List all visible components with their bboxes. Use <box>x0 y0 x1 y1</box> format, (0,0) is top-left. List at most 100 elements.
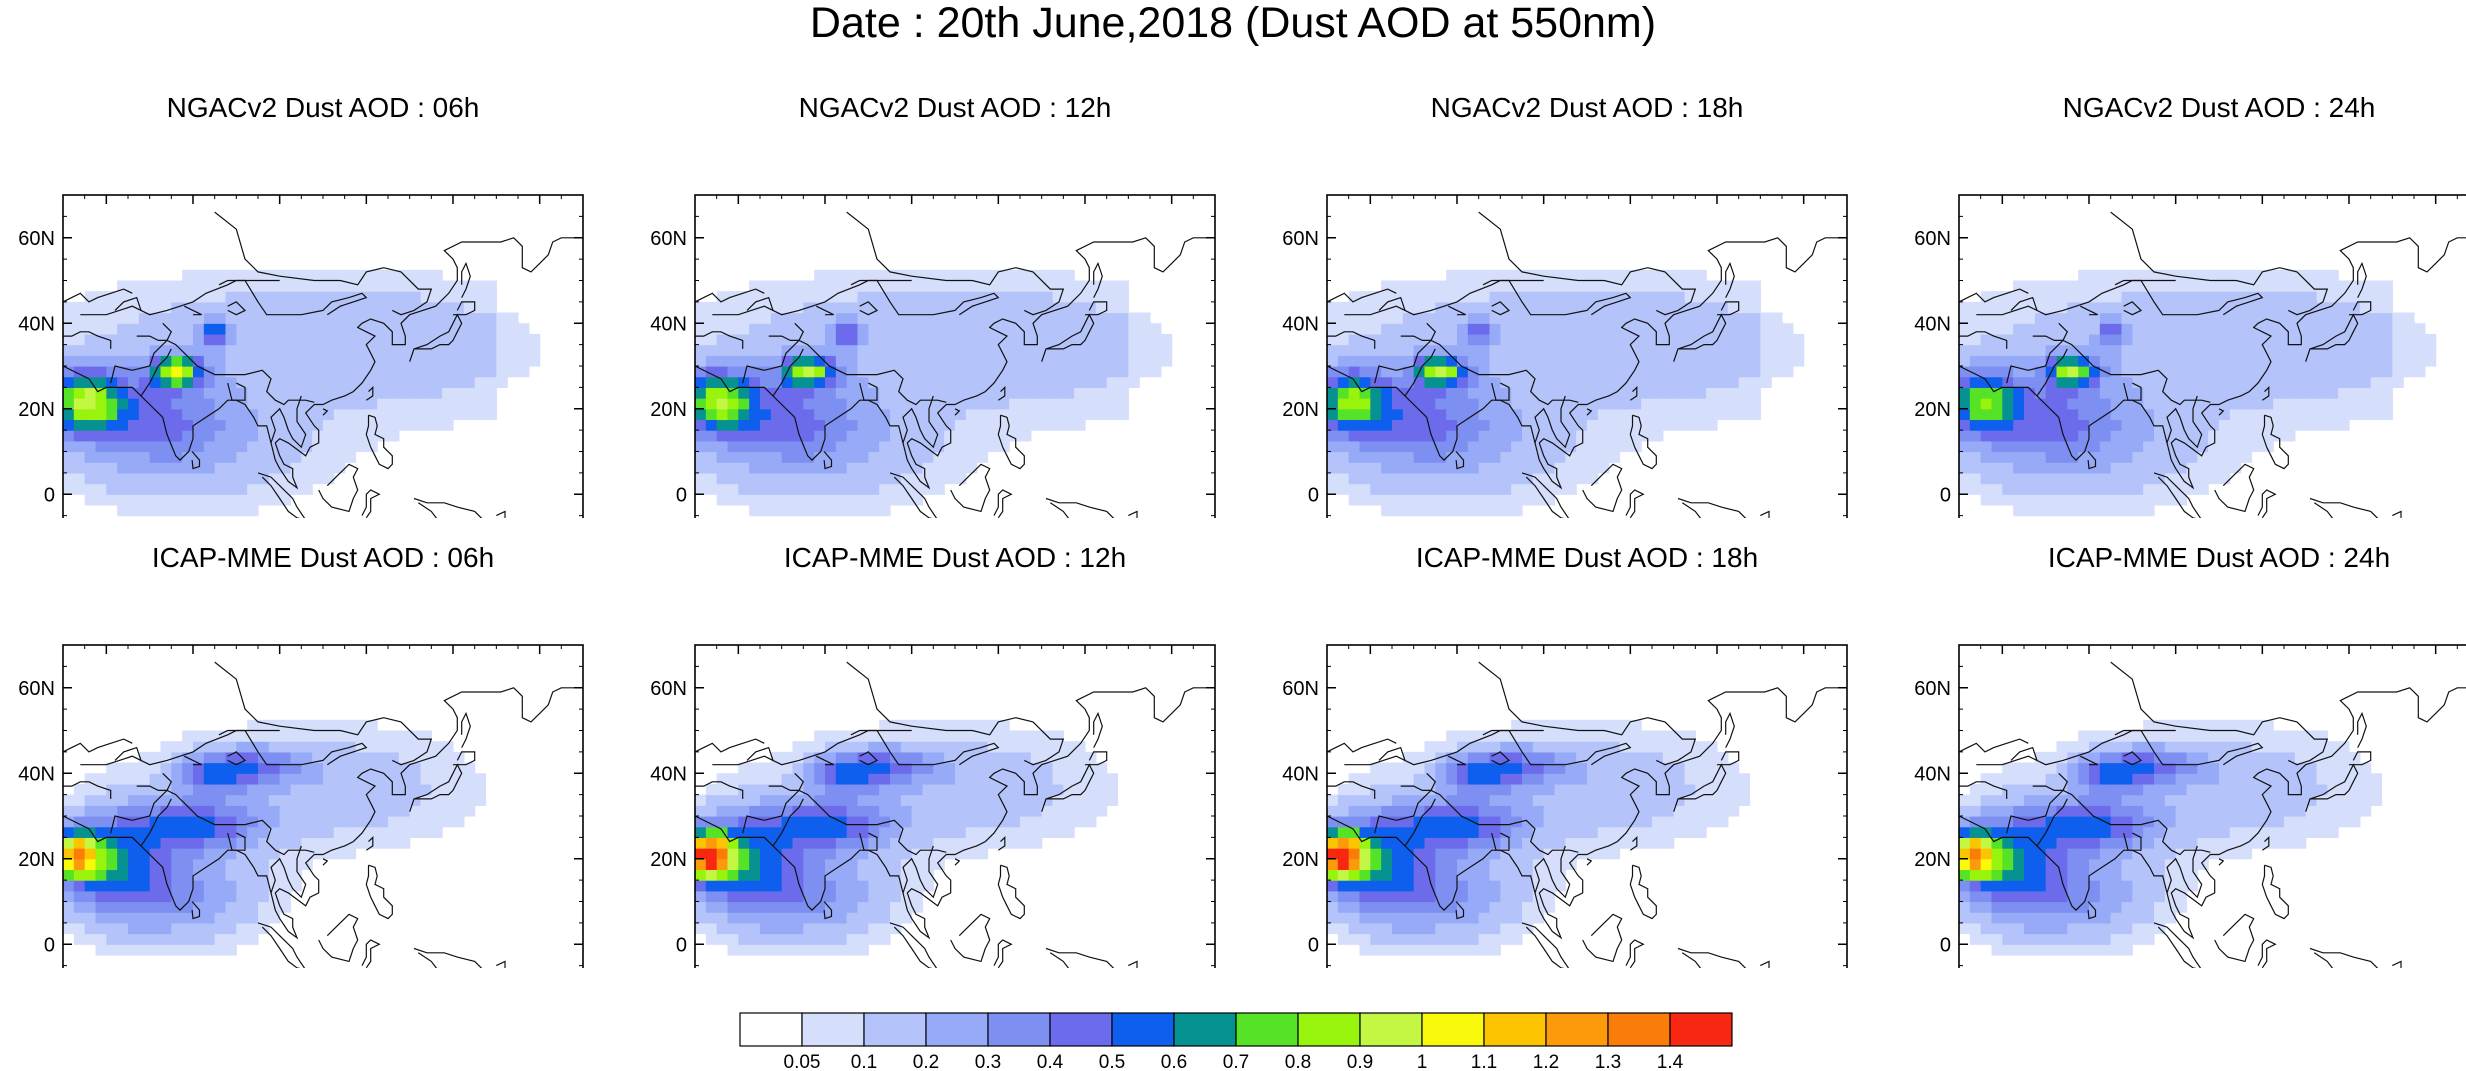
colorbar-swatch <box>1173 1012 1237 1047</box>
colorbar-level-label: 0.05 <box>784 1052 821 1070</box>
lat-tick-label: 0 <box>676 934 687 956</box>
lat-tick-label: 40N <box>18 763 55 785</box>
dust-aod-map: ICAP-MME Dust AOD : 18h60E80E100E120E140… <box>1282 542 1848 968</box>
map-panel: ICAP-MME Dust AOD : 12h60E80E100E120E140… <box>632 508 1216 968</box>
colorbar-level-label: 0.8 <box>1285 1052 1311 1070</box>
dust-aod-map: NGACv2 Dust AOD : 24h60E80E100E120E140E1… <box>1914 92 2466 518</box>
colorbar-swatch <box>1545 1012 1609 1047</box>
lat-tick-label: 20N <box>1914 399 1951 421</box>
colorbar-level-label: 0.7 <box>1223 1052 1249 1070</box>
lat-tick-label: 60N <box>1914 228 1951 250</box>
lat-tick-label: 0 <box>1940 934 1951 956</box>
colorbar-swatch <box>1669 1012 1733 1047</box>
panel-title: NGACv2 Dust AOD : 06h <box>167 92 480 123</box>
lat-tick-label: 60N <box>1914 678 1951 700</box>
map-panel: NGACv2 Dust AOD : 18h60E80E100E120E140E1… <box>1264 58 1848 518</box>
lat-tick-label: 60N <box>18 678 55 700</box>
lat-tick-label: 20N <box>1282 399 1319 421</box>
colorbar-swatch <box>1235 1012 1299 1047</box>
coastlines <box>1959 661 2466 968</box>
coastlines <box>1959 211 2466 518</box>
aod-field <box>1327 719 1751 956</box>
dust-aod-map: ICAP-MME Dust AOD : 06h60E80E100E120E140… <box>18 542 584 968</box>
colorbar-swatch <box>1421 1012 1485 1047</box>
aod-field <box>1327 269 1805 517</box>
colorbar-swatch <box>1483 1012 1547 1047</box>
colorbar-level-label: 1.4 <box>1657 1052 1684 1070</box>
panel-title: NGACv2 Dust AOD : 18h <box>1431 92 1744 123</box>
lat-tick-label: 60N <box>1282 228 1319 250</box>
lat-tick-label: 0 <box>676 484 687 506</box>
lat-tick-label: 0 <box>1308 934 1319 956</box>
map-panel: ICAP-MME Dust AOD : 24h60E80E100E120E140… <box>1896 508 2466 968</box>
coastlines <box>1327 211 1847 518</box>
lat-tick-label: 60N <box>1282 678 1319 700</box>
colorbar-swatch <box>1607 1012 1671 1047</box>
lat-tick-label: 0 <box>1940 484 1951 506</box>
colorbar-swatch <box>863 1012 927 1047</box>
coastlines <box>1327 661 1847 968</box>
colorbar-swatch <box>739 1012 803 1047</box>
lat-tick-label: 0 <box>1308 484 1319 506</box>
dust-aod-map: ICAP-MME Dust AOD : 24h60E80E100E120E140… <box>1914 542 2466 968</box>
aod-field <box>1959 719 2383 956</box>
lat-tick-label: 60N <box>18 228 55 250</box>
panel-title: ICAP-MME Dust AOD : 12h <box>784 542 1126 573</box>
dust-aod-map: NGACv2 Dust AOD : 06h60E80E100E120E140E1… <box>18 92 584 518</box>
lat-tick-label: 40N <box>18 313 55 335</box>
coastlines <box>695 211 1215 518</box>
coastlines <box>63 211 583 518</box>
colorbar-swatch <box>1297 1012 1361 1047</box>
lat-tick-label: 0 <box>44 484 55 506</box>
lat-tick-label: 60N <box>650 228 687 250</box>
lat-tick-label: 40N <box>650 313 687 335</box>
colorbar-level-label: 0.2 <box>913 1052 939 1070</box>
lat-tick-label: 20N <box>1914 849 1951 871</box>
map-panel: NGACv2 Dust AOD : 24h60E80E100E120E140E1… <box>1896 58 2466 518</box>
colorbar-level-label: 0.4 <box>1037 1052 1064 1070</box>
panel-title: NGACv2 Dust AOD : 12h <box>799 92 1112 123</box>
lat-tick-label: 20N <box>1282 849 1319 871</box>
panel-title: ICAP-MME Dust AOD : 24h <box>2048 542 2390 573</box>
lat-tick-label: 40N <box>1914 313 1951 335</box>
aod-field <box>1959 269 2437 517</box>
colorbar-swatch <box>1049 1012 1113 1047</box>
colorbar-level-label: 1.1 <box>1471 1052 1497 1070</box>
colorbar-level-label: 1 <box>1417 1052 1428 1070</box>
colorbar-level-label: 0.6 <box>1161 1052 1187 1070</box>
colorbar-level-label: 1.2 <box>1533 1052 1559 1070</box>
lat-tick-label: 20N <box>18 399 55 421</box>
colorbar-swatch <box>1359 1012 1423 1047</box>
panel-title: ICAP-MME Dust AOD : 18h <box>1416 542 1758 573</box>
coastlines <box>63 661 583 968</box>
colorbar-level-label: 1.3 <box>1595 1052 1621 1070</box>
panel-title: ICAP-MME Dust AOD : 06h <box>152 542 494 573</box>
aod-field <box>63 719 487 956</box>
lat-tick-label: 20N <box>650 849 687 871</box>
figure-title: Date : 20th June,2018 (Dust AOD at 550nm… <box>809 0 1657 47</box>
lat-tick-label: 40N <box>650 763 687 785</box>
lat-tick-label: 0 <box>44 934 55 956</box>
colorbar-swatch <box>987 1012 1051 1047</box>
colorbar-swatch <box>925 1012 989 1047</box>
map-panel: NGACv2 Dust AOD : 06h60E80E100E120E140E1… <box>0 58 584 518</box>
panel-title: NGACv2 Dust AOD : 24h <box>2063 92 2376 123</box>
lat-tick-label: 20N <box>18 849 55 871</box>
colorbar-level-label: 0.3 <box>975 1052 1001 1070</box>
lat-tick-label: 40N <box>1914 763 1951 785</box>
dust-aod-map: NGACv2 Dust AOD : 12h60E80E100E120E140E1… <box>650 92 1216 518</box>
lat-tick-label: 40N <box>1282 313 1319 335</box>
colorbar-swatch <box>1111 1012 1175 1047</box>
lat-tick-label: 40N <box>1282 763 1319 785</box>
aod-field <box>63 269 541 517</box>
dust-aod-map: ICAP-MME Dust AOD : 12h60E80E100E120E140… <box>650 542 1216 968</box>
map-panel: NGACv2 Dust AOD : 12h60E80E100E120E140E1… <box>632 58 1216 518</box>
colorbar-level-label: 0.9 <box>1347 1052 1373 1070</box>
map-panel: ICAP-MME Dust AOD : 18h60E80E100E120E140… <box>1264 508 1848 968</box>
colorbar-level-label: 0.1 <box>851 1052 877 1070</box>
lat-tick-label: 60N <box>650 678 687 700</box>
coastlines <box>695 661 1215 968</box>
map-panel: ICAP-MME Dust AOD : 06h60E80E100E120E140… <box>0 508 584 968</box>
aod-colorbar: 0.05 0.1 0.2 0.3 0.4 0.5 0.6 0.7 0.8 0.9 1 1.1 1.2 1.… <box>739 1012 1733 1070</box>
aod-field <box>695 269 1173 517</box>
